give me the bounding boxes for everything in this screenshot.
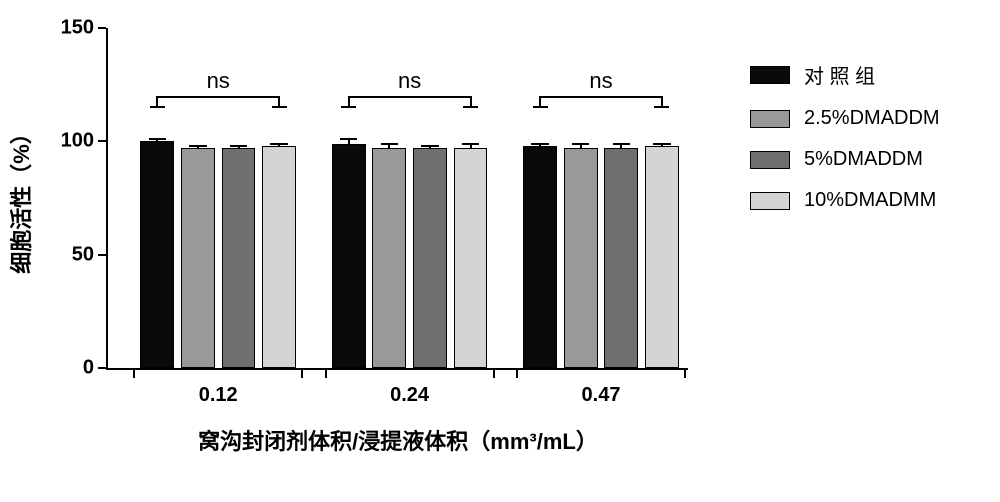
stat-bracket	[540, 96, 662, 98]
y-tick-label: 100	[61, 130, 108, 153]
stat-bracket-drop	[156, 96, 158, 106]
error-cap	[421, 145, 438, 147]
legend-swatch	[750, 66, 790, 84]
legend-swatch	[750, 110, 790, 128]
bar	[604, 148, 638, 368]
stat-bracket	[157, 96, 279, 98]
x-group-label: 0.12	[199, 368, 238, 407]
stat-bracket-cap	[341, 106, 356, 108]
bar	[140, 141, 174, 368]
error-cap	[381, 143, 398, 145]
y-tick-label: 150	[61, 17, 108, 40]
bar	[645, 146, 679, 368]
legend-swatch	[750, 151, 790, 169]
bar	[181, 148, 215, 368]
bar	[454, 148, 488, 368]
stat-bracket-drop	[661, 96, 663, 106]
plot-area: 0501001500.12ns0.24ns0.47ns	[108, 28, 688, 368]
bar	[523, 146, 557, 368]
error-cap	[230, 145, 247, 147]
x-group-tick	[516, 368, 518, 378]
bar	[222, 148, 256, 368]
bar	[564, 148, 598, 368]
legend-item: 10%DMADMM	[750, 189, 940, 212]
error-cap	[462, 143, 479, 145]
y-axis-title: 细胞活性（%）	[4, 122, 36, 274]
bar	[332, 144, 366, 368]
x-group-tick	[684, 368, 686, 378]
stat-label: ns	[207, 68, 230, 94]
x-group-tick	[133, 368, 135, 378]
error-cap	[613, 143, 630, 145]
stat-bracket-cap	[654, 106, 669, 108]
legend-label: 10%DMADMM	[804, 189, 936, 212]
stat-label: ns	[398, 68, 421, 94]
error-cap	[531, 143, 548, 145]
legend-label: 对 照 组	[804, 60, 875, 89]
error-cap	[270, 143, 287, 145]
error-cap	[340, 138, 357, 140]
x-group-tick	[493, 368, 495, 378]
error-cap	[189, 145, 206, 147]
legend-item: 5%DMADDM	[750, 148, 940, 171]
stat-bracket-cap	[272, 106, 287, 108]
x-group-tick	[325, 368, 327, 378]
x-group-label: 0.24	[390, 368, 429, 407]
bar	[413, 148, 447, 368]
stat-bracket-drop	[539, 96, 541, 106]
stat-bracket-cap	[463, 106, 478, 108]
y-tick-label: 0	[83, 357, 108, 380]
stat-bracket-drop	[348, 96, 350, 106]
error-cap	[653, 143, 670, 145]
figure: 0501001500.12ns0.24ns0.47ns 细胞活性（%） 窝沟封闭…	[0, 0, 1000, 502]
legend-item: 对 照 组	[750, 60, 940, 89]
stat-bracket-cap	[150, 106, 165, 108]
x-group-label: 0.47	[582, 368, 621, 407]
error-cap	[149, 138, 166, 140]
stat-label: ns	[589, 68, 612, 94]
y-axis-line	[106, 28, 108, 368]
bar	[372, 148, 406, 368]
error-cap	[572, 143, 589, 145]
stat-bracket-cap	[533, 106, 548, 108]
x-group-tick	[301, 368, 303, 378]
plot-inner: 0501001500.12ns0.24ns0.47ns	[108, 28, 688, 368]
legend-swatch	[750, 192, 790, 210]
stat-bracket-drop	[470, 96, 472, 106]
x-axis-title: 窝沟封闭剂体积/浸提液体积（mm³/mL）	[198, 424, 598, 456]
legend-label: 2.5%DMADDM	[804, 107, 940, 130]
stat-bracket	[349, 96, 471, 98]
stat-bracket-drop	[278, 96, 280, 106]
legend: 对 照 组 2.5%DMADDM 5%DMADDM 10%DMADMM	[750, 60, 940, 230]
legend-label: 5%DMADDM	[804, 148, 923, 171]
y-tick-label: 50	[72, 243, 108, 266]
bar	[262, 146, 296, 368]
legend-item: 2.5%DMADDM	[750, 107, 940, 130]
